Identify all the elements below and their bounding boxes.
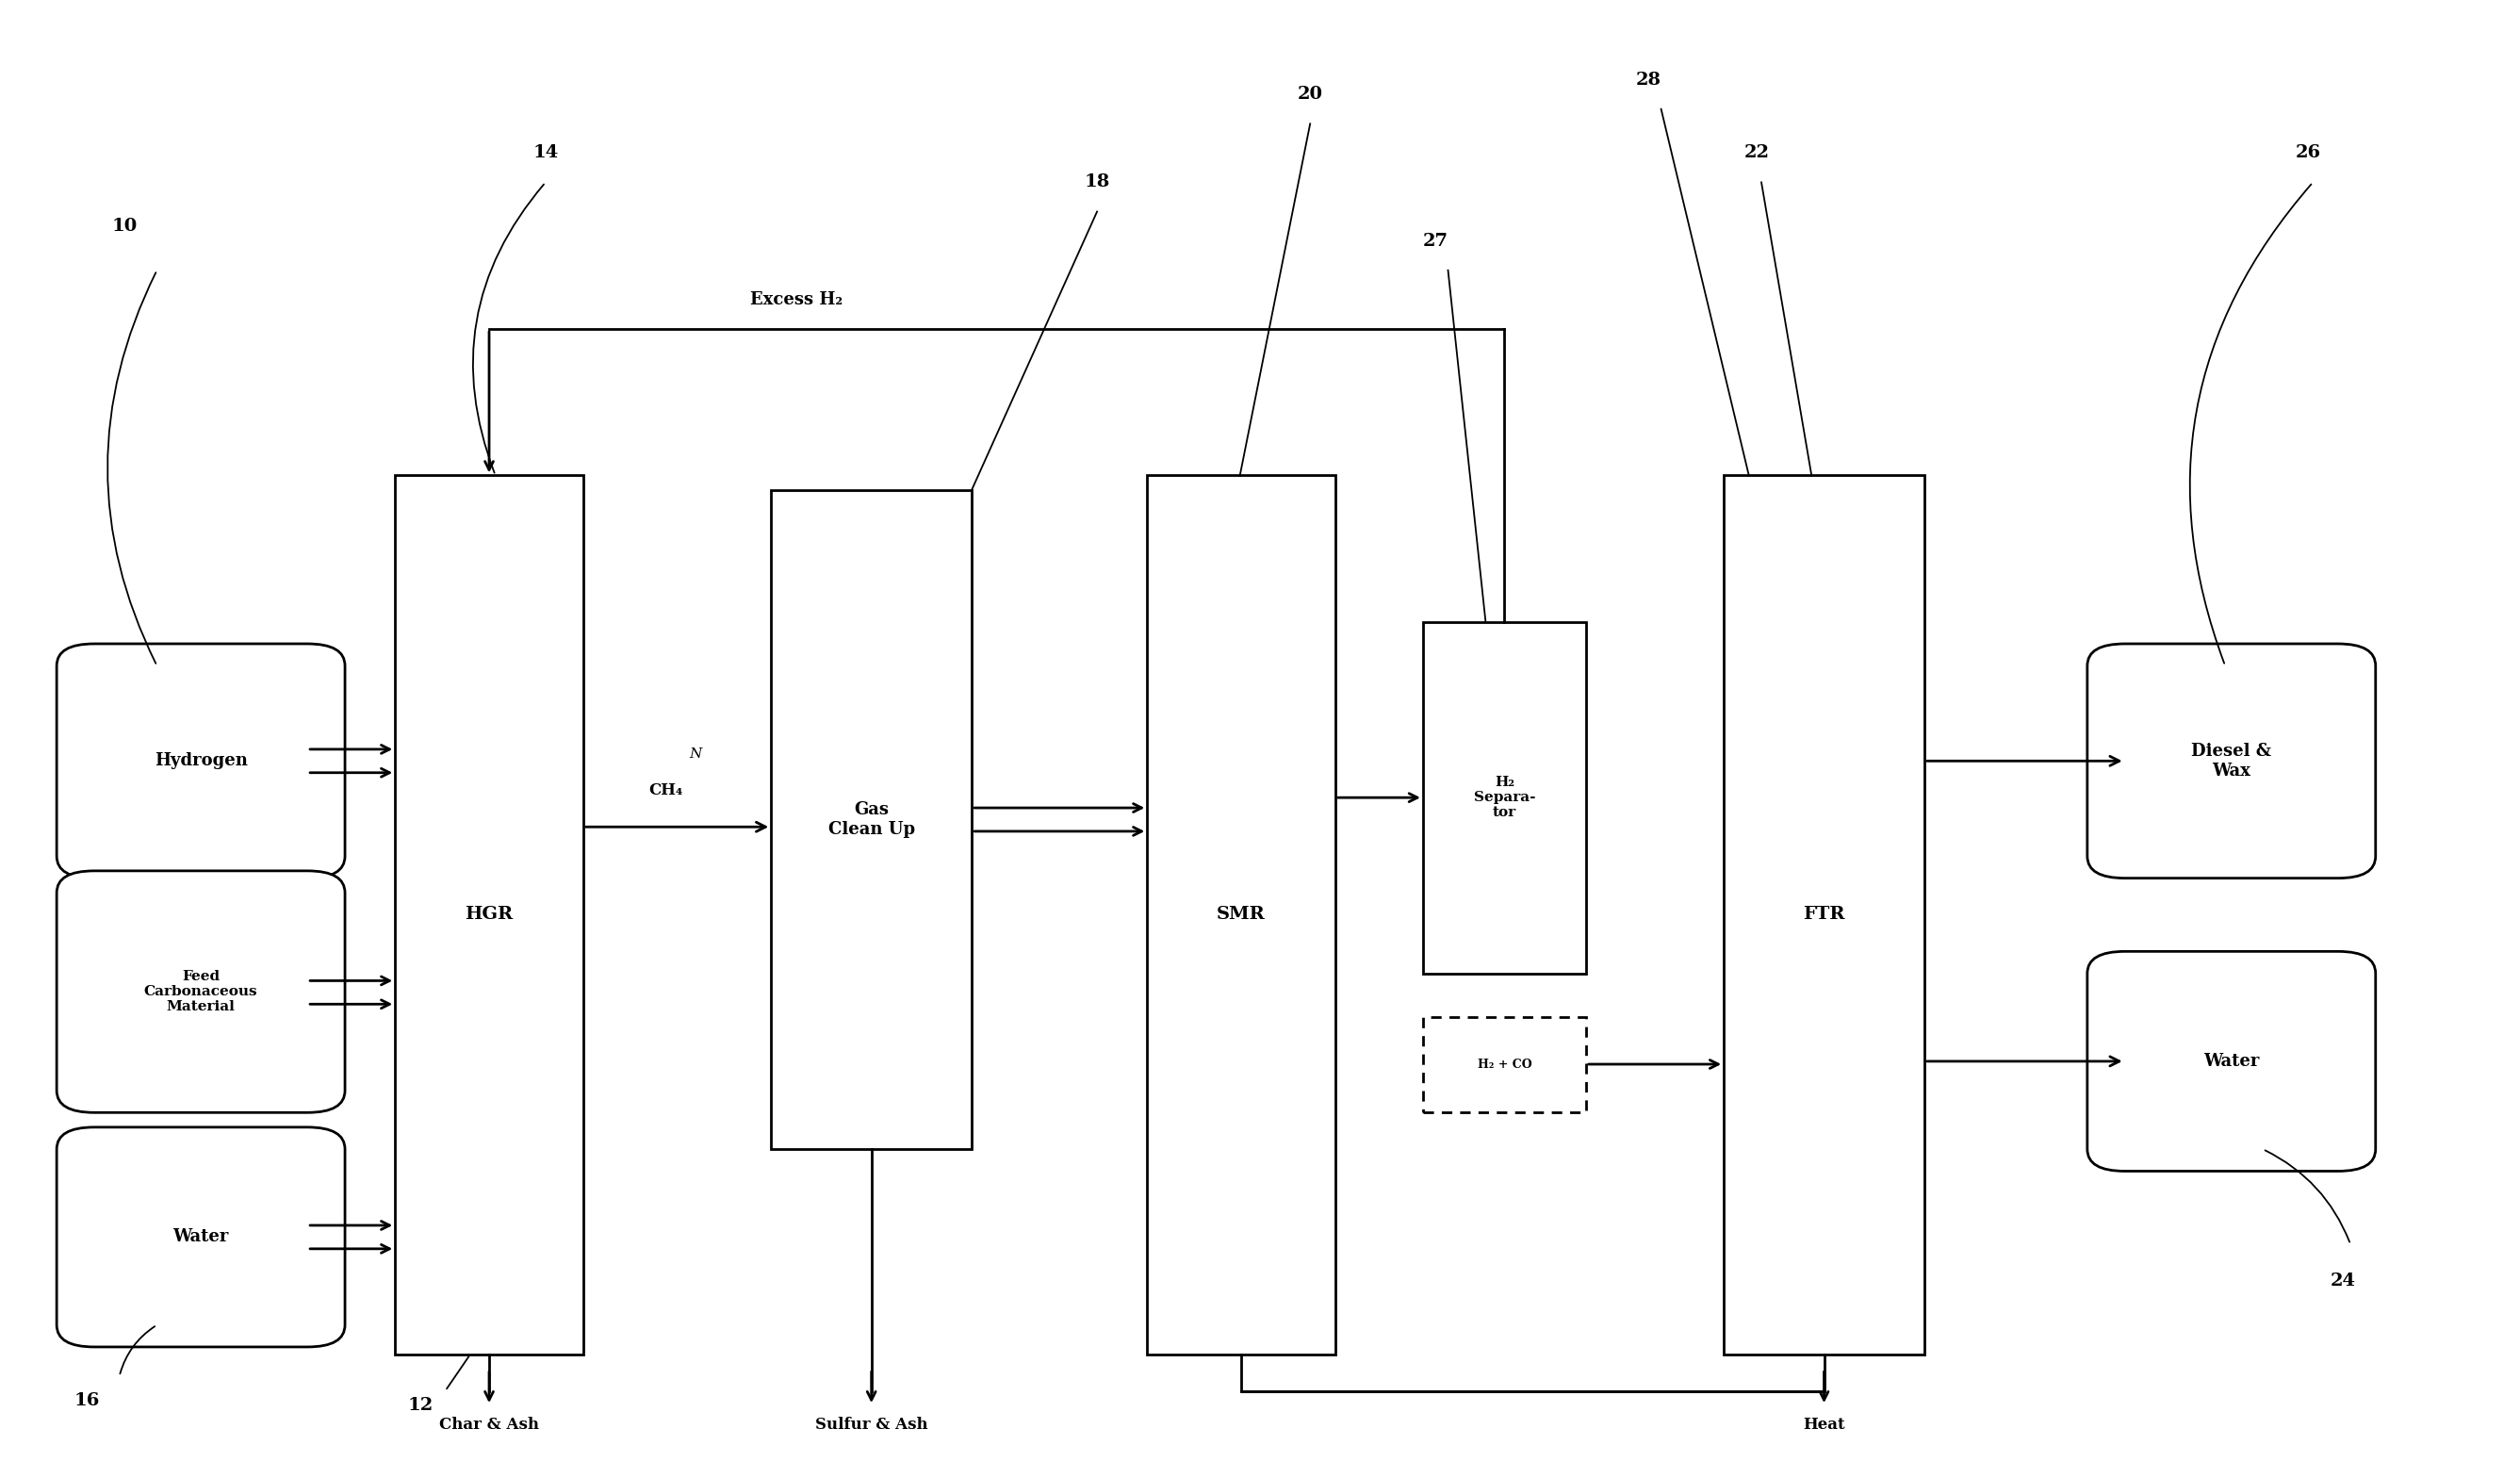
Text: 24: 24 [2331, 1273, 2356, 1289]
Text: Water: Water [174, 1228, 229, 1246]
FancyBboxPatch shape [2087, 952, 2376, 1171]
Text: 10: 10 [111, 217, 136, 235]
Text: H₂ + CO: H₂ + CO [1477, 1058, 1532, 1072]
Text: N: N [690, 746, 703, 760]
Text: Gas
Clean Up: Gas Clean Up [829, 801, 915, 838]
FancyBboxPatch shape [55, 871, 345, 1113]
Text: 28: 28 [1635, 71, 1661, 89]
Text: 18: 18 [1084, 174, 1109, 191]
Text: Excess H₂: Excess H₂ [751, 291, 842, 307]
FancyBboxPatch shape [55, 1128, 345, 1346]
Text: 16: 16 [73, 1392, 101, 1410]
Text: H₂
Separa-
tor: H₂ Separa- tor [1474, 776, 1535, 819]
FancyBboxPatch shape [1147, 476, 1336, 1354]
Text: 22: 22 [1744, 145, 1769, 161]
Text: 26: 26 [2296, 145, 2321, 161]
FancyBboxPatch shape [1424, 1017, 1585, 1113]
Text: 12: 12 [408, 1397, 433, 1414]
Text: Sulfur & Ash: Sulfur & Ash [814, 1416, 927, 1432]
FancyBboxPatch shape [55, 644, 345, 878]
Text: Hydrogen: Hydrogen [154, 752, 247, 770]
Text: 20: 20 [1298, 86, 1323, 103]
FancyBboxPatch shape [396, 476, 582, 1354]
FancyBboxPatch shape [2087, 644, 2376, 878]
FancyBboxPatch shape [1724, 476, 1925, 1354]
FancyBboxPatch shape [1424, 622, 1585, 974]
Text: Char & Ash: Char & Ash [438, 1416, 539, 1432]
Text: Feed
Carbonaceous
Material: Feed Carbonaceous Material [144, 970, 257, 1014]
Text: SMR: SMR [1217, 906, 1265, 924]
Text: Water: Water [2202, 1052, 2260, 1070]
Text: 27: 27 [1424, 232, 1449, 250]
Text: Heat: Heat [1802, 1416, 1845, 1432]
Text: FTR: FTR [1804, 906, 1845, 924]
Text: Diesel &
Wax: Diesel & Wax [2192, 742, 2271, 779]
FancyBboxPatch shape [771, 491, 973, 1150]
Text: 14: 14 [532, 145, 559, 161]
Text: CH₄: CH₄ [648, 782, 683, 798]
Text: HGR: HGR [466, 906, 514, 924]
